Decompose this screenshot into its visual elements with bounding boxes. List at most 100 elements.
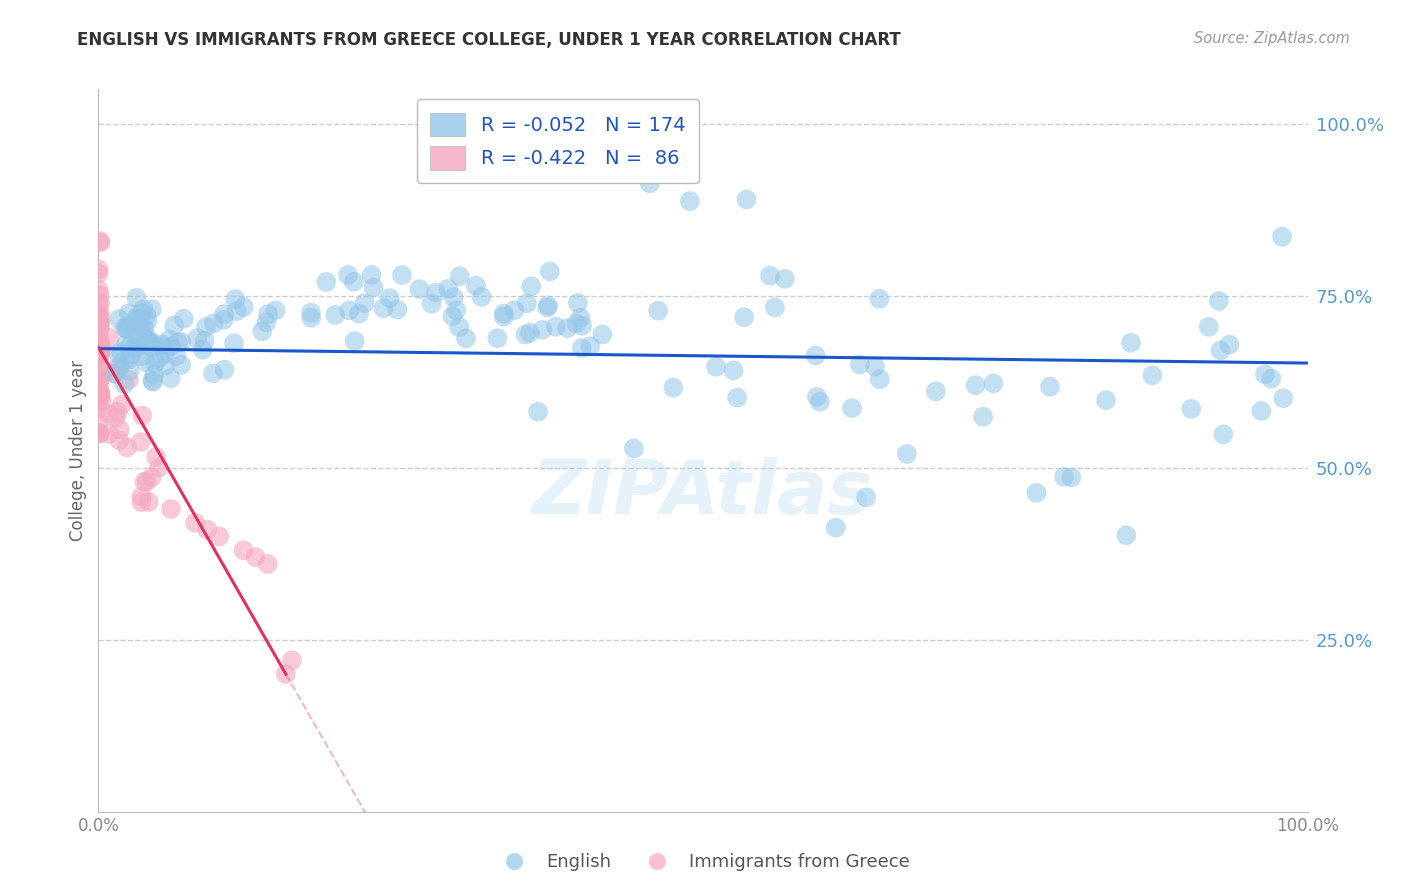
Point bbox=[222, 336, 245, 351]
Point bbox=[486, 331, 509, 345]
Point bbox=[87, 334, 110, 348]
Point bbox=[1272, 391, 1295, 405]
Point bbox=[503, 303, 526, 318]
Point bbox=[387, 302, 409, 317]
Point bbox=[863, 359, 886, 374]
Point bbox=[441, 310, 464, 324]
Point bbox=[735, 193, 758, 207]
Point bbox=[129, 495, 152, 509]
Point bbox=[129, 350, 152, 364]
Point bbox=[408, 282, 430, 296]
Point bbox=[105, 360, 128, 375]
Point bbox=[118, 352, 141, 367]
Point bbox=[972, 409, 994, 424]
Point bbox=[89, 373, 111, 387]
Point bbox=[723, 363, 745, 377]
Point bbox=[363, 280, 385, 294]
Point bbox=[138, 495, 160, 509]
Point bbox=[148, 351, 170, 366]
Point bbox=[925, 384, 948, 399]
Point bbox=[343, 334, 366, 348]
Point bbox=[378, 291, 401, 305]
Point bbox=[150, 337, 173, 351]
Point bbox=[1060, 470, 1083, 484]
Point bbox=[89, 340, 111, 354]
Point bbox=[89, 334, 111, 349]
Point bbox=[90, 389, 112, 403]
Point bbox=[567, 296, 589, 310]
Point bbox=[117, 318, 139, 333]
Point bbox=[623, 442, 645, 456]
Point bbox=[108, 359, 131, 374]
Point bbox=[108, 434, 131, 448]
Point bbox=[89, 347, 111, 361]
Point bbox=[531, 323, 554, 337]
Point bbox=[129, 323, 152, 337]
Point bbox=[519, 326, 541, 340]
Point bbox=[420, 297, 443, 311]
Point bbox=[90, 394, 112, 409]
Point bbox=[824, 520, 846, 534]
Point bbox=[155, 359, 177, 373]
Point bbox=[274, 667, 297, 681]
Point bbox=[114, 320, 136, 334]
Point bbox=[638, 177, 661, 191]
Point bbox=[591, 327, 613, 342]
Point bbox=[87, 351, 110, 365]
Point bbox=[118, 373, 141, 387]
Point bbox=[89, 316, 111, 330]
Point bbox=[105, 405, 128, 419]
Point bbox=[98, 427, 121, 442]
Point bbox=[132, 302, 155, 317]
Point bbox=[446, 303, 468, 318]
Point bbox=[115, 336, 138, 351]
Point bbox=[212, 313, 235, 327]
Point bbox=[142, 375, 165, 389]
Point bbox=[527, 405, 550, 419]
Point bbox=[87, 425, 110, 440]
Legend: English, Immigrants from Greece: English, Immigrants from Greece bbox=[489, 847, 917, 879]
Point bbox=[557, 321, 579, 335]
Point bbox=[544, 319, 567, 334]
Point bbox=[245, 550, 267, 565]
Point bbox=[1254, 368, 1277, 382]
Point bbox=[492, 306, 515, 320]
Point bbox=[135, 333, 157, 347]
Point bbox=[87, 283, 110, 297]
Point bbox=[89, 426, 111, 441]
Point bbox=[202, 316, 225, 330]
Legend: R = -0.052   N = 174, R = -0.422   N =  86: R = -0.052 N = 174, R = -0.422 N = 86 bbox=[416, 99, 699, 184]
Point bbox=[250, 324, 273, 338]
Point bbox=[763, 301, 786, 315]
Point bbox=[90, 368, 112, 383]
Point bbox=[112, 377, 135, 392]
Point bbox=[806, 390, 828, 404]
Point bbox=[1115, 528, 1137, 542]
Point bbox=[1095, 393, 1118, 408]
Point bbox=[373, 301, 395, 316]
Point bbox=[337, 268, 360, 282]
Point bbox=[232, 543, 254, 558]
Point bbox=[89, 382, 111, 396]
Point bbox=[89, 387, 111, 401]
Point bbox=[173, 311, 195, 326]
Point bbox=[184, 516, 207, 530]
Point bbox=[565, 317, 588, 331]
Point bbox=[1119, 335, 1142, 350]
Point bbox=[89, 333, 111, 347]
Point bbox=[142, 337, 165, 351]
Point bbox=[89, 392, 111, 406]
Point bbox=[347, 307, 370, 321]
Point bbox=[849, 358, 872, 372]
Point bbox=[141, 302, 163, 317]
Point bbox=[90, 341, 112, 355]
Point bbox=[131, 306, 153, 320]
Point bbox=[129, 434, 152, 449]
Point bbox=[353, 296, 375, 310]
Point bbox=[170, 334, 193, 349]
Point bbox=[579, 123, 602, 137]
Point bbox=[965, 378, 987, 392]
Text: ENGLISH VS IMMIGRANTS FROM GREECE COLLEGE, UNDER 1 YEAR CORRELATION CHART: ENGLISH VS IMMIGRANTS FROM GREECE COLLEG… bbox=[77, 31, 901, 49]
Point bbox=[256, 557, 278, 571]
Point bbox=[202, 367, 225, 381]
